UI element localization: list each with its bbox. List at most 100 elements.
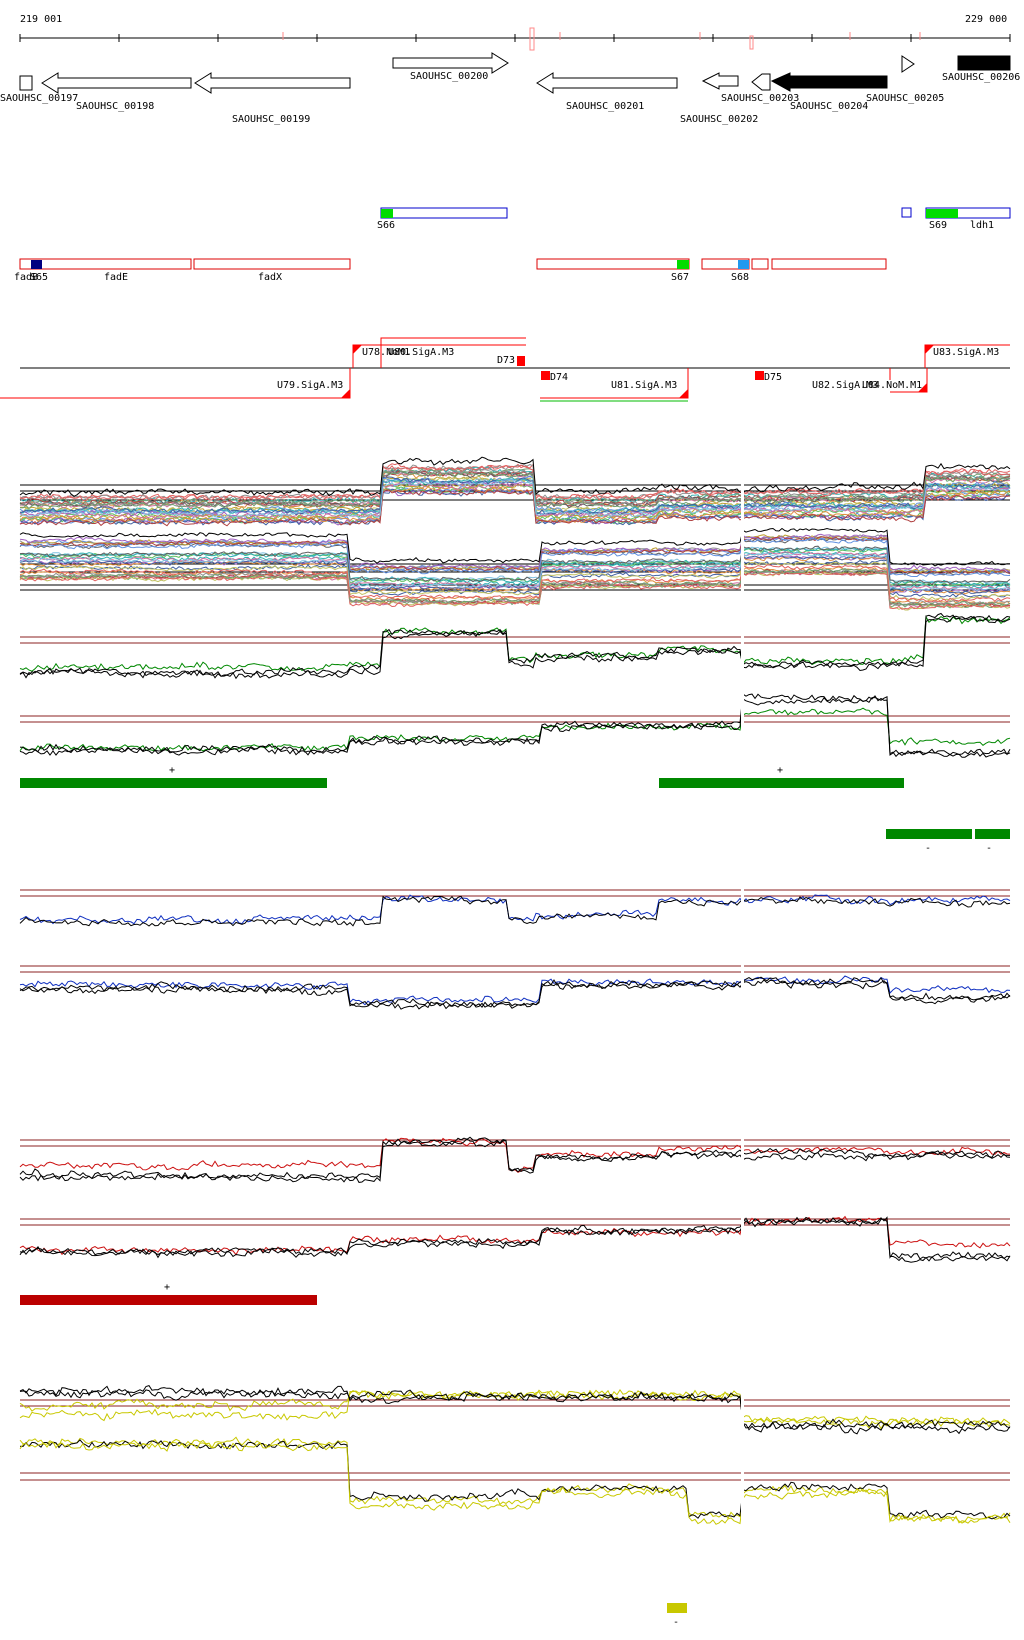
gene-label: SAOUHSC_00198 [76, 101, 154, 112]
expression-trace [19, 975, 1011, 1006]
tss-label: U78.NoM1 [362, 347, 410, 358]
gene-arrow[interactable]: SAOUHSC_00198 [41, 72, 192, 112]
gene-label: SAOUHSC_00205 [866, 93, 944, 104]
gene-label: SAOUHSC_00201 [566, 101, 644, 112]
expression-trace [19, 1136, 1010, 1180]
significance-sign: - [673, 1617, 679, 1628]
gene-arrow[interactable]: SAOUHSC_00203 [721, 73, 799, 104]
expression-trace [19, 1217, 1011, 1263]
gene-label: SAOUHSC_00202 [680, 114, 758, 125]
expression-trace [19, 564, 1011, 603]
significance-bar[interactable] [667, 1603, 687, 1613]
ruler-end-label: 229 000 [965, 14, 1007, 25]
operon-feature[interactable]: fadX [193, 258, 351, 283]
operon-label: ldh1 [970, 220, 994, 231]
gene-label: SAOUHSC_00199 [232, 114, 310, 125]
expression-trace [19, 1389, 1011, 1430]
tss-label: U80.SigA.M3 [388, 347, 454, 358]
expression-trace [19, 545, 1011, 586]
expression-trace [19, 895, 1011, 927]
operon-feature[interactable] [771, 258, 887, 270]
expression-trace [19, 469, 1011, 509]
tss-label: U79.SigA.M3 [277, 380, 343, 391]
expression-trace [19, 536, 1011, 575]
position-ruler: 219 001 229 000 [19, 14, 1011, 51]
significance-sign: + [169, 765, 175, 776]
tss-track: U78.NoM1 U80.SigA.M3 D73 U83.SigA.M3 U79… [0, 337, 1010, 402]
gene-track: SAOUHSC_00197 SAOUHSC_00198 SAOUHSC_0019… [0, 52, 1020, 125]
expression-trace [19, 561, 1010, 602]
significance-sign: - [986, 843, 992, 854]
expression-trace [19, 456, 1011, 497]
operon-label: S65 [30, 272, 48, 283]
significance-bar[interactable] [20, 1295, 317, 1305]
expression-trace [19, 615, 1011, 680]
operon-feature[interactable]: S69 ldh1 [925, 207, 1011, 231]
expression-trace [19, 534, 1011, 574]
operon-label: fadB [14, 272, 38, 283]
expression-trace [19, 479, 1011, 520]
expression-trace [19, 1439, 1011, 1520]
operon-feature[interactable] [751, 258, 769, 270]
expression-trace [19, 976, 1011, 1010]
expression-trace [19, 894, 1011, 925]
significance-bar[interactable] [659, 778, 904, 788]
expression-trace [19, 489, 1011, 527]
expression-trace [19, 468, 1011, 508]
expression-trace [19, 693, 1011, 756]
gene-arrow[interactable]: SAOUHSC_00201 [536, 72, 678, 112]
operon-feature[interactable] [901, 207, 912, 218]
significance-bars: + + - - + - [20, 765, 1010, 1628]
operon-track-plus: S66 S69 ldh1 [377, 207, 1011, 231]
operon-label: S69 [929, 220, 947, 231]
gene-arrow[interactable]: SAOUHSC_00204 [770, 72, 888, 112]
operon-label: S67 [671, 272, 689, 283]
operon-track-minus: fadB S65 fadE fadX S67 S68 [14, 258, 887, 283]
expression-trace [19, 696, 1011, 758]
expression-trace [19, 568, 1011, 607]
gene-arrow[interactable]: SAOUHSC_00205 [866, 55, 944, 104]
significance-sign: + [164, 1282, 170, 1293]
profile-gap [741, 440, 744, 1540]
operon-feature[interactable]: S67 [536, 258, 690, 283]
expression-trace [20, 538, 1011, 577]
operon-feature[interactable]: S66 [377, 207, 508, 231]
tss-label: U83.SigA.M3 [933, 347, 999, 358]
significance-bar[interactable] [975, 829, 1010, 839]
expression-trace [19, 1385, 1011, 1435]
expression-profiles [19, 456, 1011, 1525]
expression-trace [19, 552, 1011, 592]
gene-arrow[interactable]: SAOUHSC_00206 [942, 55, 1020, 83]
operon-feature[interactable]: fadB S65 fadE [14, 258, 192, 283]
significance-bar[interactable] [886, 829, 972, 839]
expression-trace [19, 527, 1010, 567]
gene-arrow[interactable]: SAOUHSC_00200 [392, 52, 509, 82]
gene-label: SAOUHSC_00197 [0, 93, 78, 104]
tss-label: U84.NoM.M1 [862, 380, 922, 391]
gene-label: SAOUHSC_00200 [410, 71, 488, 82]
gene-label: SAOUHSC_00206 [942, 72, 1020, 83]
operon-label: fadE [104, 272, 128, 283]
operon-label: S68 [731, 272, 749, 283]
gene-arrow[interactable]: SAOUHSC_00199 [194, 72, 351, 125]
operon-feature[interactable]: S68 [701, 258, 750, 283]
gene-arrow[interactable]: SAOUHSC_00197 [0, 75, 78, 104]
expression-trace [19, 1215, 1011, 1256]
expression-trace [19, 470, 1011, 510]
expression-trace [19, 485, 1011, 524]
gene-arrow[interactable]: SAOUHSC_00202 [680, 72, 758, 125]
expression-trace [19, 1138, 1011, 1183]
operon-label: S66 [377, 220, 395, 231]
expression-trace [19, 464, 1011, 502]
significance-bar[interactable] [20, 778, 327, 788]
gene-label: SAOUHSC_00203 [721, 93, 799, 104]
tss-label: D74 [550, 372, 568, 383]
significance-sign: + [777, 765, 783, 776]
tss-label: D73 [497, 355, 515, 366]
expression-trace [19, 1216, 1011, 1260]
expression-trace [19, 570, 1011, 610]
ruler-start-label: 219 001 [20, 14, 62, 25]
tss-label: U82.SigA.M3 [812, 380, 878, 391]
